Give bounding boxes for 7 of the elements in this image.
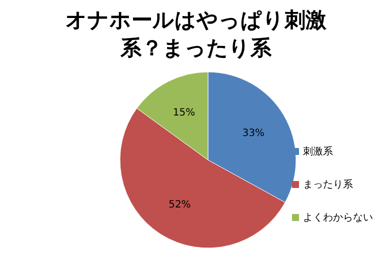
data-label: 52%	[168, 199, 191, 210]
data-label: 33%	[242, 128, 265, 139]
legend-label: よくわからない	[303, 212, 373, 224]
data-label: 15%	[172, 108, 196, 119]
legend-label: 刺激系	[303, 146, 333, 158]
chart-title: オナホールはやっぱり刺激系？まったり系	[66, 8, 328, 60]
legend-label: まったり系	[303, 178, 353, 191]
